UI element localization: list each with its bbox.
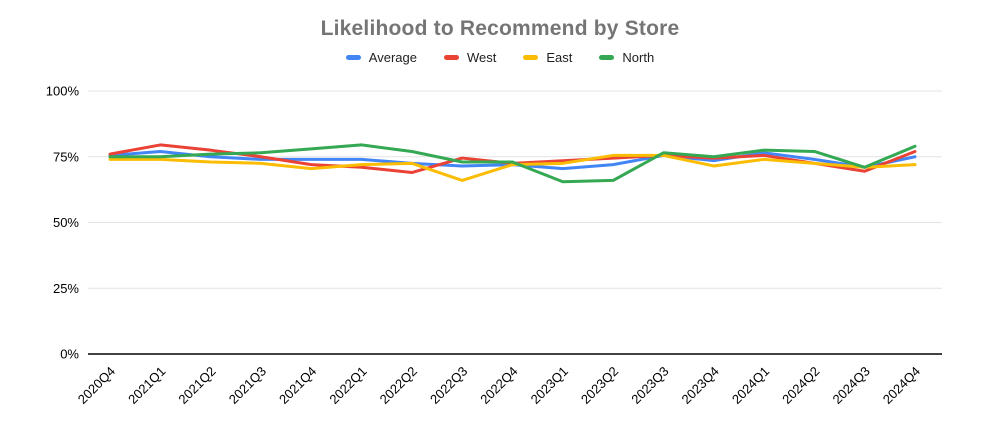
x-axis-label-2022Q1: 2022Q1 (326, 364, 369, 407)
x-axis-label-2021Q1: 2021Q1 (125, 364, 168, 407)
x-axis-label-2022Q3: 2022Q3 (427, 364, 470, 407)
x-axis-label-2023Q3: 2023Q3 (628, 364, 671, 407)
x-axis-label-2024Q4: 2024Q4 (880, 364, 923, 407)
y-axis-label-25: 25% (53, 281, 79, 296)
x-axis-label-2024Q3: 2024Q3 (829, 364, 872, 407)
x-axis-label-2022Q2: 2022Q2 (377, 364, 420, 407)
legend-item-west: West (443, 50, 497, 65)
legend-swatch-east (523, 55, 539, 60)
x-axis-label-2021Q3: 2021Q3 (226, 364, 269, 407)
y-axis-label-75: 75% (53, 149, 79, 164)
legend-item-average: Average (345, 50, 417, 65)
x-axis-label-2021Q2: 2021Q2 (175, 364, 218, 407)
legend-item-north: North (599, 50, 654, 65)
series-line-east (108, 153, 917, 182)
legend-swatch-average (345, 55, 361, 60)
x-axis-label-2022Q4: 2022Q4 (477, 364, 520, 407)
x-axis-label-2023Q2: 2023Q2 (578, 364, 621, 407)
y-axis-label-0: 0% (60, 347, 79, 362)
x-axis-label-2024Q1: 2024Q1 (729, 364, 772, 407)
y-axis-label-50: 50% (53, 215, 79, 230)
y-axis-label-100: 100% (46, 84, 80, 99)
x-axis-label-2023Q1: 2023Q1 (528, 364, 571, 407)
legend-label-average: Average (368, 50, 417, 65)
x-axis-label-2020Q4: 2020Q4 (75, 364, 118, 407)
legend-label-west: West (466, 50, 497, 65)
legend-item-east: East (523, 50, 572, 65)
chart-legend: Average West East North (0, 50, 1000, 65)
legend-swatch-north (599, 55, 615, 60)
x-axis-label-2023Q4: 2023Q4 (679, 364, 722, 407)
legend-label-east: East (546, 50, 573, 65)
x-axis-label-2024Q2: 2024Q2 (779, 364, 822, 407)
legend-label-north: North (622, 50, 655, 65)
chart-title: Likelihood to Recommend by Store (320, 17, 680, 40)
x-axis-label-2021Q4: 2021Q4 (276, 364, 319, 407)
series-line-north (108, 143, 917, 184)
legend-swatch-west (443, 55, 459, 60)
